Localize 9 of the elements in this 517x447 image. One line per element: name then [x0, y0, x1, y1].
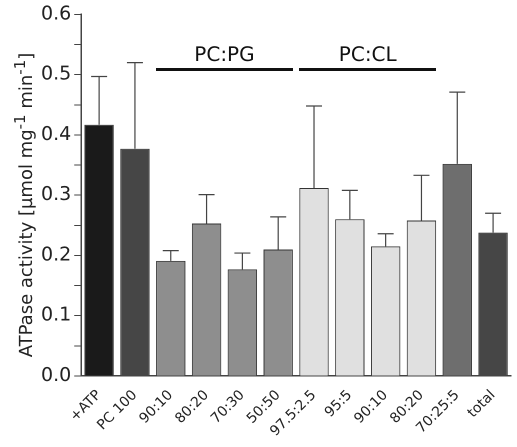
- y-tick-label: 0.5: [41, 62, 72, 85]
- y-tick-label: 0.3: [41, 183, 72, 206]
- annotation: PC:CL: [338, 42, 398, 66]
- y-tick-label: 0.4: [41, 122, 72, 145]
- y-tick-label: 0.6: [41, 2, 72, 24]
- annotation: PC:PG: [193, 42, 256, 66]
- y-tick-label: 0.1: [41, 304, 72, 326]
- y-tick-label: 0.0: [41, 364, 72, 386]
- y-tick-label: 0.2: [41, 243, 72, 266]
